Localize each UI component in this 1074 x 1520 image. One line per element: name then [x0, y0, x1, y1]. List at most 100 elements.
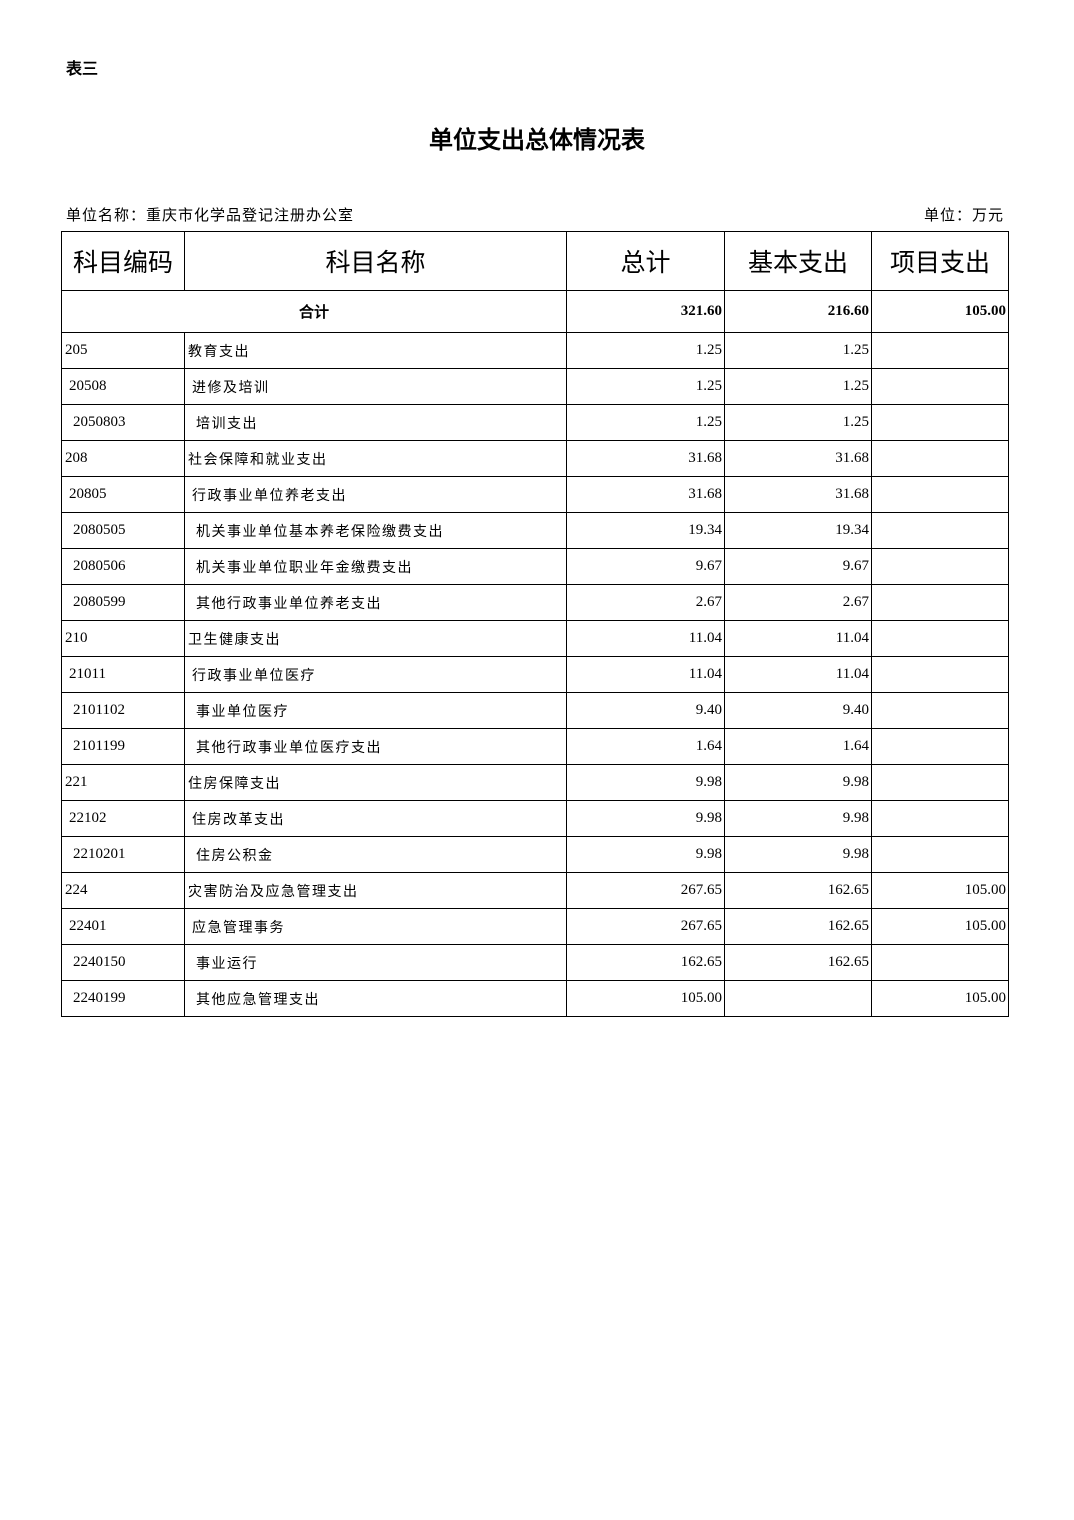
code-cell: 2101199 — [61, 728, 185, 765]
name-cell: 教育支出 — [184, 332, 567, 369]
code-cell: 2080505 — [61, 512, 185, 549]
table-row: 2101199 其他行政事业单位医疗支出 1.64 1.64 — [61, 728, 1009, 765]
total-cell: 11.04 — [566, 656, 725, 693]
total-project: 105.00 — [871, 290, 1009, 333]
table-row: 2210201 住房公积金 9.98 9.98 — [61, 836, 1009, 873]
total-label: 合计 — [61, 290, 567, 333]
basic-cell: 19.34 — [724, 512, 872, 549]
name-cell: 灾害防治及应急管理支出 — [184, 872, 567, 909]
project-cell — [871, 368, 1009, 405]
project-cell — [871, 332, 1009, 369]
table-row: 224 灾害防治及应急管理支出 267.65 162.65 105.00 — [61, 872, 1009, 909]
code-cell: 2240199 — [61, 980, 185, 1017]
project-cell — [871, 620, 1009, 657]
project-cell — [871, 440, 1009, 477]
project-cell — [871, 656, 1009, 693]
code-cell: 20508 — [61, 368, 185, 405]
table-row: 2080505 机关事业单位基本养老保险缴费支出 19.34 19.34 — [61, 512, 1009, 549]
name-cell: 住房改革支出 — [184, 800, 567, 837]
unit-name: 单位名称：重庆市化学品登记注册办公室 — [66, 206, 355, 224]
code-cell: 21011 — [61, 656, 185, 693]
basic-cell: 162.65 — [724, 908, 872, 945]
total-total: 321.60 — [566, 290, 725, 333]
total-cell: 11.04 — [566, 620, 725, 657]
total-cell: 267.65 — [566, 872, 725, 909]
name-cell: 事业单位医疗 — [184, 692, 567, 729]
project-cell: 105.00 — [871, 980, 1009, 1017]
total-cell: 1.25 — [566, 332, 725, 369]
basic-cell: 11.04 — [724, 656, 872, 693]
header-name: 科目名称 — [184, 231, 567, 291]
total-cell: 31.68 — [566, 440, 725, 477]
name-cell: 机关事业单位职业年金缴费支出 — [184, 548, 567, 585]
name-cell: 住房公积金 — [184, 836, 567, 873]
project-cell — [871, 404, 1009, 441]
table-row: 2080599 其他行政事业单位养老支出 2.67 2.67 — [61, 584, 1009, 621]
code-cell: 20805 — [61, 476, 185, 513]
project-cell — [871, 800, 1009, 837]
project-cell: 105.00 — [871, 872, 1009, 909]
name-cell: 其他行政事业单位养老支出 — [184, 584, 567, 621]
project-cell — [871, 548, 1009, 585]
code-cell: 224 — [61, 872, 185, 909]
code-cell: 2101102 — [61, 692, 185, 729]
total-cell: 1.64 — [566, 728, 725, 765]
total-cell: 162.65 — [566, 944, 725, 981]
total-cell: 267.65 — [566, 908, 725, 945]
header-code: 科目编码 — [61, 231, 185, 291]
code-cell: 2080506 — [61, 548, 185, 585]
header-project: 项目支出 — [871, 231, 1009, 291]
basic-cell: 31.68 — [724, 440, 872, 477]
project-cell: 105.00 — [871, 908, 1009, 945]
total-cell: 19.34 — [566, 512, 725, 549]
table-row: 208 社会保障和就业支出 31.68 31.68 — [61, 440, 1009, 477]
table-row: 21011 行政事业单位医疗 11.04 11.04 — [61, 656, 1009, 693]
name-cell: 其他应急管理支出 — [184, 980, 567, 1017]
table-row: 2240199 其他应急管理支出 105.00 105.00 — [61, 980, 1009, 1017]
total-cell: 1.25 — [566, 368, 725, 405]
code-cell: 221 — [61, 764, 185, 801]
table-row: 20508 进修及培训 1.25 1.25 — [61, 368, 1009, 405]
table-row: 20805 行政事业单位养老支出 31.68 31.68 — [61, 476, 1009, 513]
name-cell: 卫生健康支出 — [184, 620, 567, 657]
total-cell: 9.98 — [566, 764, 725, 801]
basic-cell: 1.64 — [724, 728, 872, 765]
code-cell: 2080599 — [61, 584, 185, 621]
code-cell: 2050803 — [61, 404, 185, 441]
basic-cell: 9.98 — [724, 836, 872, 873]
name-cell: 进修及培训 — [184, 368, 567, 405]
name-cell: 应急管理事务 — [184, 908, 567, 945]
code-cell: 205 — [61, 332, 185, 369]
total-cell: 9.67 — [566, 548, 725, 585]
name-cell: 行政事业单位医疗 — [184, 656, 567, 693]
project-cell — [871, 512, 1009, 549]
total-cell: 31.68 — [566, 476, 725, 513]
project-cell — [871, 476, 1009, 513]
total-cell: 9.98 — [566, 800, 725, 837]
name-cell: 行政事业单位养老支出 — [184, 476, 567, 513]
table-row: 205 教育支出 1.25 1.25 — [61, 332, 1009, 369]
total-row: 合计 321.60 216.60 105.00 — [61, 290, 1009, 333]
name-cell: 其他行政事业单位医疗支出 — [184, 728, 567, 765]
project-cell — [871, 728, 1009, 765]
name-cell: 事业运行 — [184, 944, 567, 981]
basic-cell: 1.25 — [724, 368, 872, 405]
table-row: 2080506 机关事业单位职业年金缴费支出 9.67 9.67 — [61, 548, 1009, 585]
basic-cell — [724, 980, 872, 1017]
total-cell: 105.00 — [566, 980, 725, 1017]
table-row: 22102 住房改革支出 9.98 9.98 — [61, 800, 1009, 837]
project-cell — [871, 764, 1009, 801]
basic-cell: 9.67 — [724, 548, 872, 585]
table-row: 2050803 培训支出 1.25 1.25 — [61, 404, 1009, 441]
code-cell: 208 — [61, 440, 185, 477]
code-cell: 2240150 — [61, 944, 185, 981]
basic-cell: 2.67 — [724, 584, 872, 621]
total-cell: 9.98 — [566, 836, 725, 873]
basic-cell: 9.40 — [724, 692, 872, 729]
basic-cell: 162.65 — [724, 944, 872, 981]
name-cell: 机关事业单位基本养老保险缴费支出 — [184, 512, 567, 549]
total-cell: 9.40 — [566, 692, 725, 729]
table-label: 表三 — [66, 59, 99, 78]
code-cell: 22401 — [61, 908, 185, 945]
project-cell — [871, 944, 1009, 981]
